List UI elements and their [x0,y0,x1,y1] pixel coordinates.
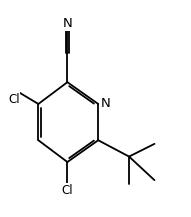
Text: Cl: Cl [62,184,73,197]
Text: N: N [62,17,72,30]
Text: Cl: Cl [8,93,20,106]
Text: N: N [101,97,110,110]
